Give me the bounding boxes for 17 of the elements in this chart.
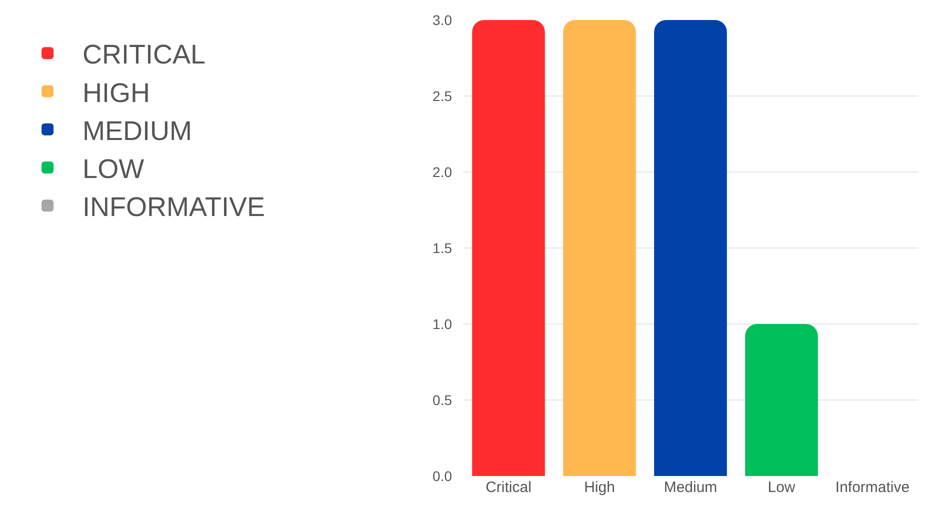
y-tick-label: 3.0	[432, 12, 452, 28]
legend-label: HIGH	[82, 78, 150, 108]
legend-label: CRITICAL	[82, 40, 206, 70]
x-tick-label: Low	[768, 479, 796, 496]
legend-label: MEDIUM	[82, 116, 192, 146]
x-tick-label: High	[584, 479, 615, 496]
legend-label: LOW	[82, 154, 145, 184]
y-tick-label: 2.5	[432, 88, 452, 104]
x-tick-label: Medium	[664, 479, 718, 496]
y-tick-label: 1.0	[432, 316, 452, 332]
y-tick-label: 0.5	[432, 392, 452, 408]
x-tick-label: Informative	[835, 479, 910, 496]
x-tick-label: Critical	[486, 479, 532, 496]
y-tick-label: 2.0	[432, 164, 452, 180]
y-tick-label: 0.0	[432, 468, 452, 484]
y-tick-label: 1.5	[432, 240, 452, 256]
legend-label: INFORMATIVE	[82, 192, 266, 222]
